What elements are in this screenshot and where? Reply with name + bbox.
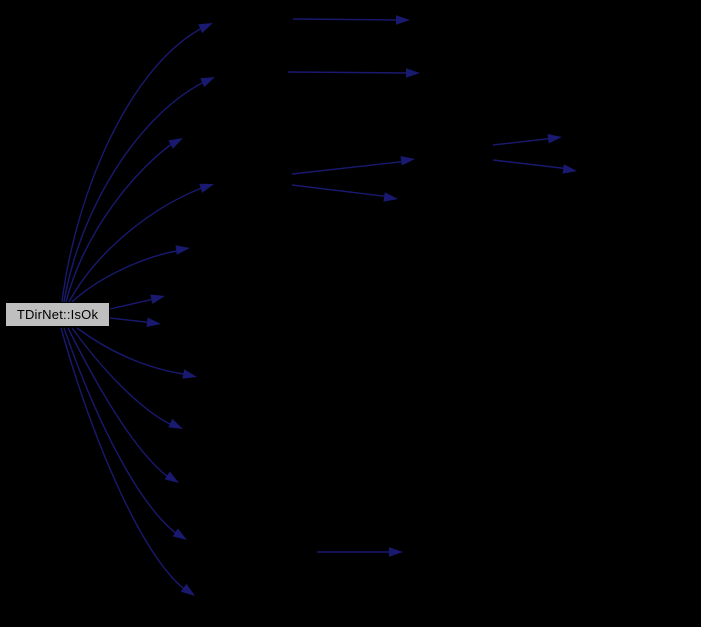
call-edge-level3-edge-1 <box>492 137 556 146</box>
arrowhead-icon-fan-edge-12 <box>180 583 195 596</box>
call-edge-fan-edge-8 <box>76 327 191 376</box>
call-edge-level2-edge-3 <box>291 160 409 175</box>
arrowhead-icon-fan-edge-2 <box>200 77 215 88</box>
call-edge-fan-edge-4 <box>68 185 208 303</box>
call-edge-fan-edge-5 <box>71 249 184 303</box>
call-edge-level2-edge-1 <box>292 18 404 21</box>
arrowhead-icon-level2-edge-4 <box>383 192 398 202</box>
arrowhead-icon-fan-edge-11 <box>172 528 187 540</box>
call-edge-level3-edge-2 <box>492 159 571 170</box>
node-tdirnet-isok[interactable]: TDirNet::IsOk <box>5 302 110 327</box>
arrowhead-icon-fan-edge-7 <box>146 317 161 328</box>
call-edge-fan-edge-6 <box>109 297 159 310</box>
arrowhead-icon-level3-edge-1 <box>547 133 562 144</box>
arrowhead-icon-level2-edge-3 <box>400 155 415 166</box>
arrowhead-icon-fan-edge-6 <box>150 294 165 304</box>
call-edge-fan-edge-9 <box>71 327 177 428</box>
arrowhead-icon-level2-edge-1 <box>396 15 410 25</box>
arrowhead-icon-fan-edge-1 <box>198 23 213 34</box>
arrowhead-icon-level2-edge-5 <box>389 547 403 557</box>
call-edge-fan-edge-3 <box>65 140 177 303</box>
arrowhead-icon-fan-edge-9 <box>168 418 183 429</box>
arrowhead-icon-fan-edge-8 <box>182 369 197 379</box>
call-edge-fan-edge-12 <box>60 327 189 593</box>
arrowhead-icon-fan-edge-10 <box>164 471 179 483</box>
arrowhead-icon-level2-edge-2 <box>406 68 420 78</box>
arrowhead-icon-level3-edge-2 <box>562 164 577 174</box>
call-edge-level2-edge-2 <box>287 71 414 74</box>
call-edge-fan-edge-11 <box>63 327 181 537</box>
arrowhead-icon-fan-edge-5 <box>175 245 190 255</box>
call-edge-fan-edge-10 <box>67 327 173 481</box>
call-edge-fan-edge-2 <box>63 79 209 303</box>
call-edge-fan-edge-1 <box>61 25 207 303</box>
arrowhead-icon-fan-edge-3 <box>168 138 183 149</box>
call-edge-level2-edge-4 <box>291 184 392 198</box>
call-edge-fan-edge-7 <box>109 317 155 324</box>
arrowhead-icon-fan-edge-4 <box>199 183 214 193</box>
